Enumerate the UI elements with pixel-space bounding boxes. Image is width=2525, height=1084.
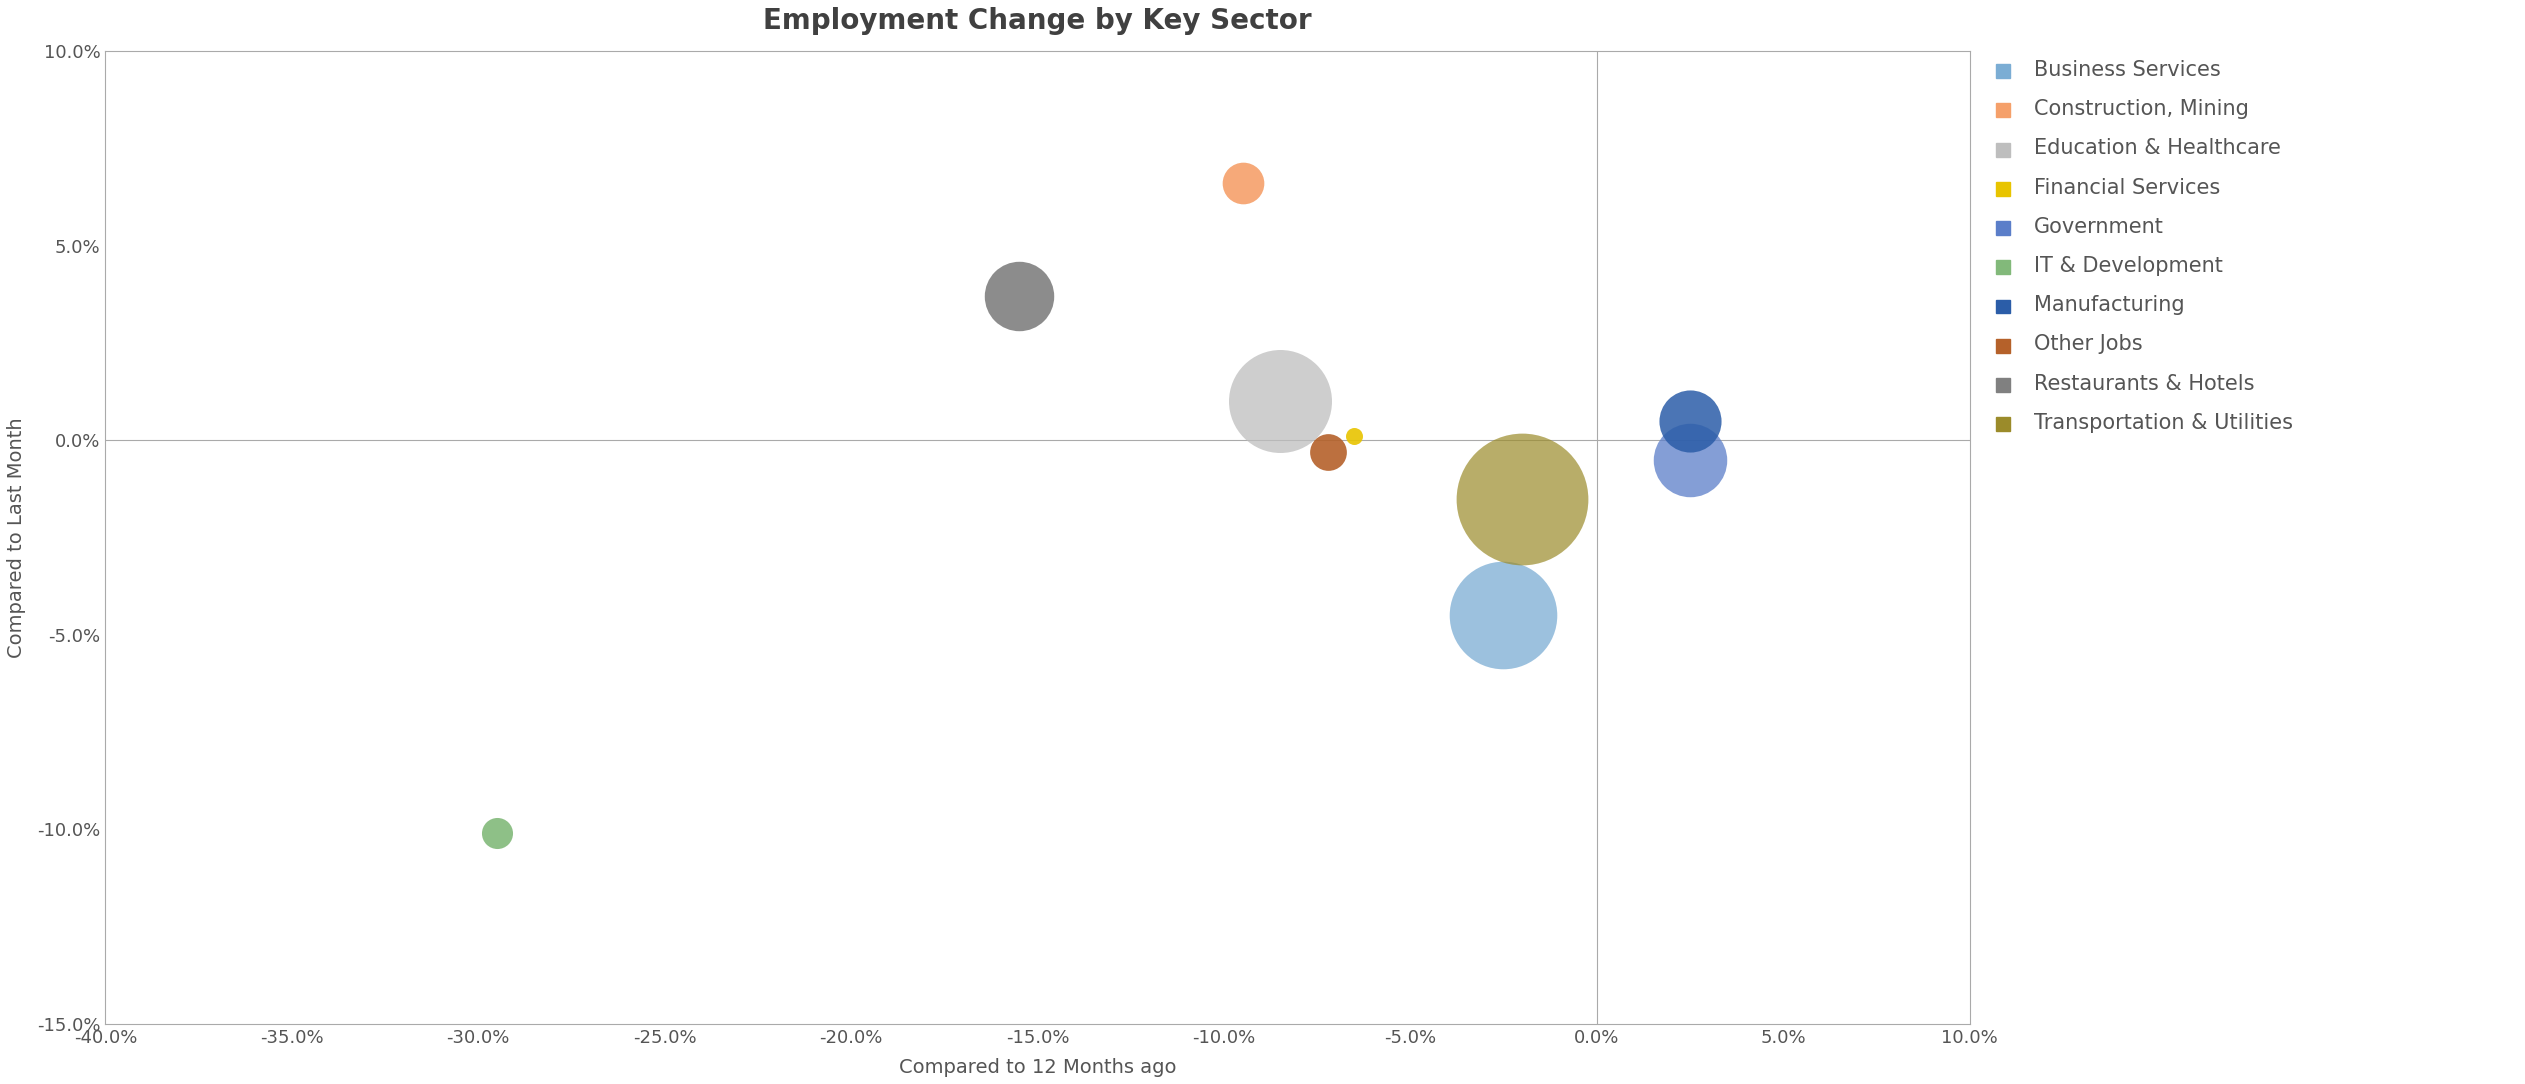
Construction, Mining <box>1222 175 1262 192</box>
Government <box>1669 451 1709 468</box>
Legend: Business Services, Construction, Mining, Education & Healthcare, Financial Servi: Business Services, Construction, Mining,… <box>1987 51 2300 441</box>
Transportation & Utilities <box>1502 490 1543 507</box>
Y-axis label: Compared to Last Month: Compared to Last Month <box>8 417 25 658</box>
Education & Healthcare <box>1260 392 1300 410</box>
Financial Services <box>1333 428 1374 446</box>
Business Services <box>1482 607 1523 624</box>
IT & Development <box>477 825 518 842</box>
Restaurants & Hotels <box>997 287 1038 305</box>
Other Jobs <box>1308 443 1348 461</box>
Manufacturing <box>1669 412 1709 429</box>
Title: Employment Change by Key Sector: Employment Change by Key Sector <box>763 7 1313 35</box>
X-axis label: Compared to 12 Months ago: Compared to 12 Months ago <box>899 1058 1177 1077</box>
